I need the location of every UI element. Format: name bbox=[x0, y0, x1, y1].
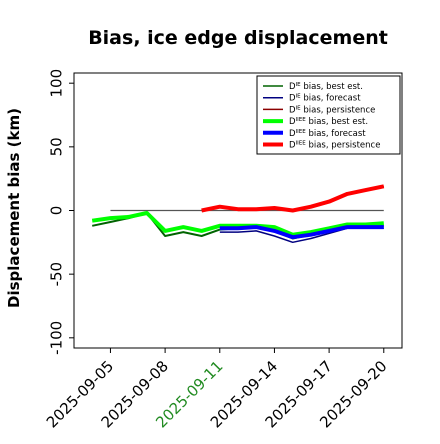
y-axis-label: Displacement bias (km) bbox=[5, 108, 23, 308]
y-tick-label: 50 bbox=[47, 137, 65, 156]
legend-label: DIIEE bias, persistence bbox=[289, 141, 380, 151]
legend-label: DIE bias, best est. bbox=[289, 82, 363, 92]
series-line-5 bbox=[219, 225, 384, 240]
series-line-4 bbox=[91, 211, 384, 237]
y-tick-label: -50 bbox=[47, 262, 65, 287]
legend-label: DIIEE bias, best est. bbox=[289, 117, 368, 127]
legend-label: DIIEE bias, forecast bbox=[289, 129, 366, 139]
y-tick-label: 0 bbox=[47, 206, 65, 216]
y-tick-label: -100 bbox=[47, 321, 65, 355]
legend-label: DIE bias, persistence bbox=[289, 105, 375, 115]
series-line-6 bbox=[201, 184, 385, 213]
chart-title: Bias, ice edge displacement bbox=[88, 27, 388, 49]
plot-area: -100-500501002025-09-052025-09-082025-09… bbox=[43, 69, 403, 431]
legend-box bbox=[256, 75, 401, 155]
legend-label: DIE bias, forecast bbox=[289, 94, 361, 104]
y-tick-label: 100 bbox=[47, 69, 65, 98]
